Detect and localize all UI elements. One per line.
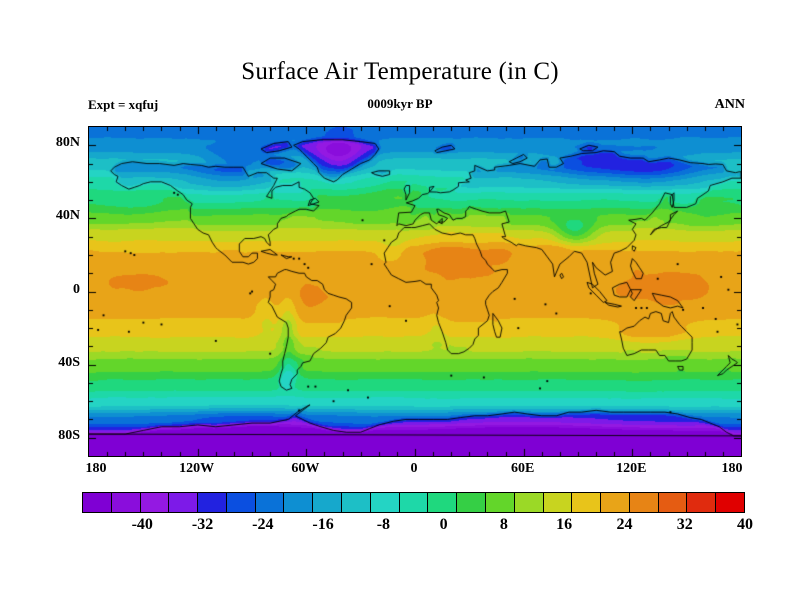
colorbar-cell (428, 493, 458, 512)
colorbar-tick-label: 0 (439, 516, 448, 533)
y-tick-label: 40N (55, 208, 80, 224)
x-tick-label: 120E (616, 461, 647, 476)
colorbar-tick-label: 40 (737, 516, 753, 533)
colorbar-tick-label: -8 (376, 516, 391, 533)
page-title: Surface Air Temperature (in C) (241, 58, 559, 85)
colorbar-tick-label: -32 (191, 516, 214, 533)
colorbar-cell (342, 493, 371, 512)
colorbar-tick-label: 16 (556, 516, 573, 533)
colorbar-cell (111, 493, 141, 512)
colorbar-tick-label: 32 (676, 516, 693, 533)
y-tick-label: 80N (55, 135, 80, 151)
season-label: ANN (714, 97, 745, 112)
y-axis-labels: 80N 40N 0 40S 80S (30, 126, 80, 455)
x-tick-label: 60W (291, 461, 320, 476)
colorbar-cell (514, 493, 544, 512)
colorbar-cell (399, 493, 429, 512)
colorbar-cell (140, 493, 170, 512)
y-tick-label: 40S (58, 354, 80, 370)
subtitle: 0009kyr BP (367, 96, 433, 111)
map-plot-area (88, 126, 742, 457)
colorbar-cell (543, 493, 573, 512)
colorbar-tick-labels: -40 -32 -24 -16 -8 0 8 16 24 32 40 (82, 516, 753, 538)
y-tick-label: 80S (58, 427, 80, 443)
temperature-field-canvas (89, 127, 741, 456)
colorbar-cell (601, 493, 630, 512)
colorbar-cell (226, 493, 256, 512)
colorbar-cell (687, 493, 717, 512)
colorbar-cell (658, 493, 688, 512)
colorbar-cell (572, 493, 602, 512)
experiment-label: Expt = xqfuj (88, 97, 159, 112)
colorbar-cell (370, 493, 400, 512)
colorbar-tick-label: -24 (252, 516, 274, 533)
colorbar-cell (255, 493, 285, 512)
colorbar-tick-label: 24 (616, 516, 633, 533)
x-tick-label: 180 (85, 461, 107, 476)
x-tick-label: 0 (410, 461, 418, 476)
colorbar-cell (716, 493, 744, 512)
colorbar-tick-label: 8 (499, 516, 508, 533)
colorbar-cell (169, 493, 199, 512)
colorbar (82, 492, 745, 513)
colorbar-tick-label: -40 (131, 516, 153, 533)
colorbar-cell (284, 493, 314, 512)
colorbar-cells (82, 492, 745, 513)
colorbar-cell (313, 493, 343, 512)
x-tick-label: 180 (721, 461, 743, 476)
y-tick-label: 0 (73, 281, 80, 297)
x-tick-label: 60E (510, 461, 535, 476)
colorbar-cell (485, 493, 515, 512)
x-axis-labels: 180 120W 60W 0 60E 120E 180 (85, 461, 743, 481)
colorbar-cell (629, 493, 659, 512)
colorbar-tick-label: -16 (312, 516, 334, 533)
colorbar-cell (198, 493, 227, 512)
colorbar-cell (457, 493, 486, 512)
colorbar-cell (83, 493, 112, 512)
x-tick-label: 120W (179, 461, 215, 476)
